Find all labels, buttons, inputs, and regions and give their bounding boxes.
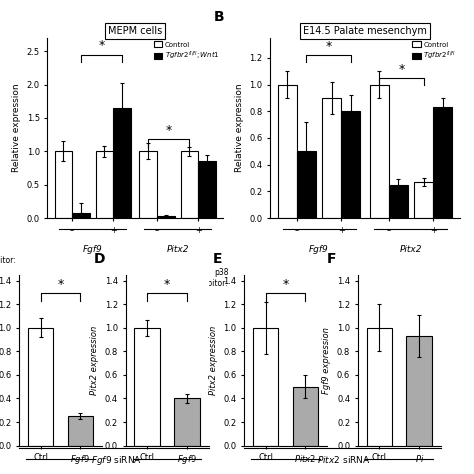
Text: F: F [326,252,336,266]
Text: Inhibitor:: Inhibitor: [0,256,16,265]
Text: *: * [98,39,104,53]
Text: $\it{Fgf9}$ siRNA: $\it{Fgf9}$ siRNA [91,454,142,466]
Bar [322,98,341,218]
Y-axis label: Relative expression: Relative expression [12,84,21,172]
Text: p38
Inhibitor:: p38 Inhibitor: [194,268,228,288]
Bar [198,161,216,218]
Y-axis label: Pitx2 expression: Pitx2 expression [209,326,218,395]
Bar [181,151,198,218]
Bar [253,328,279,446]
Text: D: D [94,252,106,266]
Text: *: * [164,278,170,292]
Bar [139,151,157,218]
Bar [433,107,452,218]
Text: *: * [166,124,172,137]
Text: *: * [57,278,64,292]
Text: *: * [398,63,404,76]
Title: E14.5 Palate mesenchym: E14.5 Palate mesenchym [303,26,427,36]
Bar [113,108,131,218]
Bar [370,85,389,218]
Text: Fgf9: Fgf9 [309,245,329,254]
Bar [414,182,433,218]
Y-axis label: Relative expression: Relative expression [235,84,244,172]
Text: Fgf9: Fgf9 [83,245,102,254]
Bar [406,336,432,446]
Bar [67,416,93,446]
Bar [55,151,72,218]
Y-axis label: Pitx2 expression: Pitx2 expression [90,326,99,395]
Bar [292,387,318,446]
Text: *: * [283,278,289,292]
Text: Pitx2: Pitx2 [166,245,189,254]
Text: *: * [326,40,332,53]
Bar [341,111,360,218]
Legend: Control, $\it{Tgfbr2}^{fl/fl}\it{;Wnt1}$: Control, $\it{Tgfbr2}^{fl/fl}\it{;Wnt1}$ [154,41,219,62]
Y-axis label: Fgf9 expression: Fgf9 expression [322,327,331,394]
Text: Pitx2: Pitx2 [400,245,422,254]
Bar [174,399,200,446]
Bar [72,213,90,218]
Legend: Control, $\it{Tgfbr2}^{fl/fl}$: Control, $\it{Tgfbr2}^{fl/fl}$ [412,41,456,62]
Bar [278,85,297,218]
Bar [28,328,54,446]
Text: $\it{Pitx2}$ siRNA: $\it{Pitx2}$ siRNA [317,454,371,465]
Bar [135,328,160,446]
Bar [367,328,392,446]
Bar [96,151,113,218]
Text: E: E [212,252,222,266]
Bar [297,151,316,218]
Bar [157,216,174,218]
Text: B: B [213,9,224,24]
Bar [389,185,408,218]
Title: MEPM cells: MEPM cells [108,26,162,36]
